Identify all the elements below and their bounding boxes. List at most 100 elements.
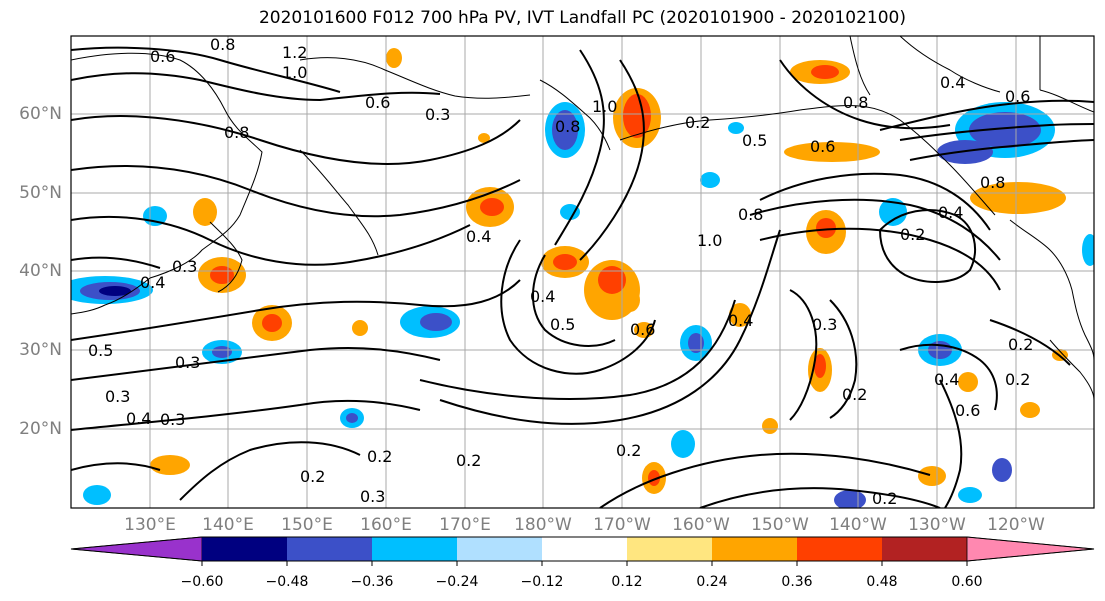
anomaly-patch xyxy=(958,487,982,503)
lat-label: 20°N xyxy=(19,419,62,439)
colorbar-swatch xyxy=(372,537,457,561)
contour-label: 0.2 xyxy=(367,447,392,466)
colorbar-tick-label: −0.60 xyxy=(180,574,224,590)
anomaly-patch xyxy=(552,110,578,150)
contour-label: 0.6 xyxy=(955,401,980,420)
anomaly-patch xyxy=(1082,234,1094,266)
contour-label: 0.4 xyxy=(126,409,151,428)
anomaly-patch xyxy=(478,133,490,143)
contour-label: 0.4 xyxy=(530,287,555,306)
anomaly-patch xyxy=(386,48,402,68)
contour-label: 0.4 xyxy=(938,203,963,222)
anomaly-patch xyxy=(150,455,190,475)
plot-frame xyxy=(70,35,1095,509)
contour-label: 0.8 xyxy=(210,35,235,54)
contour-label: 1.0 xyxy=(282,63,307,82)
colorbar-swatch xyxy=(627,537,712,561)
contour-label: 0.2 xyxy=(685,113,710,132)
contour-label: 0.4 xyxy=(934,370,959,389)
anomaly-patch xyxy=(728,122,744,134)
anomaly-patch xyxy=(420,313,452,331)
anomaly-patch xyxy=(784,142,880,162)
contour-label: 0.8 xyxy=(738,205,763,224)
contour-label: 0.4 xyxy=(466,227,491,246)
contour-label: 0.8 xyxy=(843,93,868,112)
anomaly-patch xyxy=(969,112,1041,148)
lon-label: 140°E xyxy=(202,515,254,535)
anomaly-patch xyxy=(958,372,978,392)
colorbar-swatch xyxy=(712,537,797,561)
colorbar-swatch xyxy=(966,536,1095,562)
contour-label: 0.3 xyxy=(160,410,185,429)
lat-label: 60°N xyxy=(19,104,62,124)
colorbar-tick-label: 0.24 xyxy=(696,574,728,590)
contour-label: 0.2 xyxy=(456,451,481,470)
contour-label: 0.5 xyxy=(550,315,575,334)
anomaly-patch xyxy=(352,320,368,336)
anomaly-patch xyxy=(212,346,232,358)
colorbar-tick-label: −0.12 xyxy=(520,574,564,590)
contour-label: 1.0 xyxy=(697,231,722,250)
anomaly-patch xyxy=(814,354,826,378)
contour-label: 0.2 xyxy=(300,467,325,486)
contour-label: 0.4 xyxy=(140,273,165,292)
anomaly-patch xyxy=(918,466,946,486)
contour-label: 0.3 xyxy=(105,387,130,406)
anomaly-patch xyxy=(1020,402,1040,418)
contour-label: 0.3 xyxy=(812,315,837,334)
anomaly-patch xyxy=(811,65,839,79)
contour-label: 0.6 xyxy=(630,320,655,339)
anomaly-patch xyxy=(762,418,778,434)
contour-label: 0.2 xyxy=(616,441,641,460)
colorbar-swatch xyxy=(882,537,967,561)
colorbar-swatch xyxy=(70,536,203,562)
colorbar-swatch xyxy=(542,537,627,561)
graticule xyxy=(71,36,1094,508)
lat-label: 40°N xyxy=(19,261,62,281)
contour-label: 0.6 xyxy=(1005,87,1030,106)
contour-label: 0.4 xyxy=(940,73,965,92)
lon-label: 150°E xyxy=(281,515,333,535)
colorbar-tick-label: 0.36 xyxy=(781,574,813,590)
colorbar-tick-label: 0.60 xyxy=(951,574,983,590)
anomaly-patch xyxy=(879,198,907,226)
lon-label: 160°W xyxy=(672,515,730,535)
anomaly-patch xyxy=(193,198,217,226)
colorbar-tick-label: −0.36 xyxy=(350,574,394,590)
anomaly-patch xyxy=(970,182,1066,214)
contour-label: 0.4 xyxy=(728,311,753,330)
contour-label: 0.8 xyxy=(555,117,580,136)
contour-label: 0.2 xyxy=(900,225,925,244)
lon-label: 180°W xyxy=(514,515,572,535)
lon-label: 170°W xyxy=(593,515,651,535)
colorbar-tick-label: −0.48 xyxy=(265,574,309,590)
contour-label: 0.5 xyxy=(742,131,767,150)
contour-label: 0.6 xyxy=(810,137,835,156)
lon-label: 120°W xyxy=(987,515,1045,535)
contour-labels: 0.6 0.8 1.2 1.0 0.6 0.3 0.6 0.8 0.8 0.4 … xyxy=(88,35,1033,508)
contour-label: 0.2 xyxy=(842,385,867,404)
anomaly-patch xyxy=(620,288,640,312)
lon-label: 170°E xyxy=(439,515,491,535)
anomaly-patch xyxy=(992,458,1012,482)
colorbar-swatch xyxy=(797,537,882,561)
anomaly-patch xyxy=(700,172,720,188)
anomaly-patch xyxy=(480,198,504,216)
contour-label: 0.3 xyxy=(360,487,385,506)
contour-label: 0.3 xyxy=(175,353,200,372)
lat-label: 30°N xyxy=(19,340,62,360)
contour-label: 1.0 xyxy=(592,97,617,116)
colorbar-tick-label: 0.12 xyxy=(611,574,643,590)
pv-contours xyxy=(71,46,1094,508)
anomaly-patch xyxy=(210,266,234,284)
lon-label: 160°E xyxy=(360,515,412,535)
map-title: 2020101600 F012 700 hPa PV, IVT Landfall… xyxy=(258,8,906,28)
lon-label: 130°E xyxy=(124,515,176,535)
anomaly-patch xyxy=(816,218,836,238)
contour-label: 0.2 xyxy=(872,489,897,508)
contour-label: 1.2 xyxy=(282,43,307,62)
anomaly-patch xyxy=(671,430,695,458)
colorbar-swatch xyxy=(287,537,372,561)
contour-label: 0.8 xyxy=(980,173,1005,192)
anomaly-patch xyxy=(648,470,660,486)
